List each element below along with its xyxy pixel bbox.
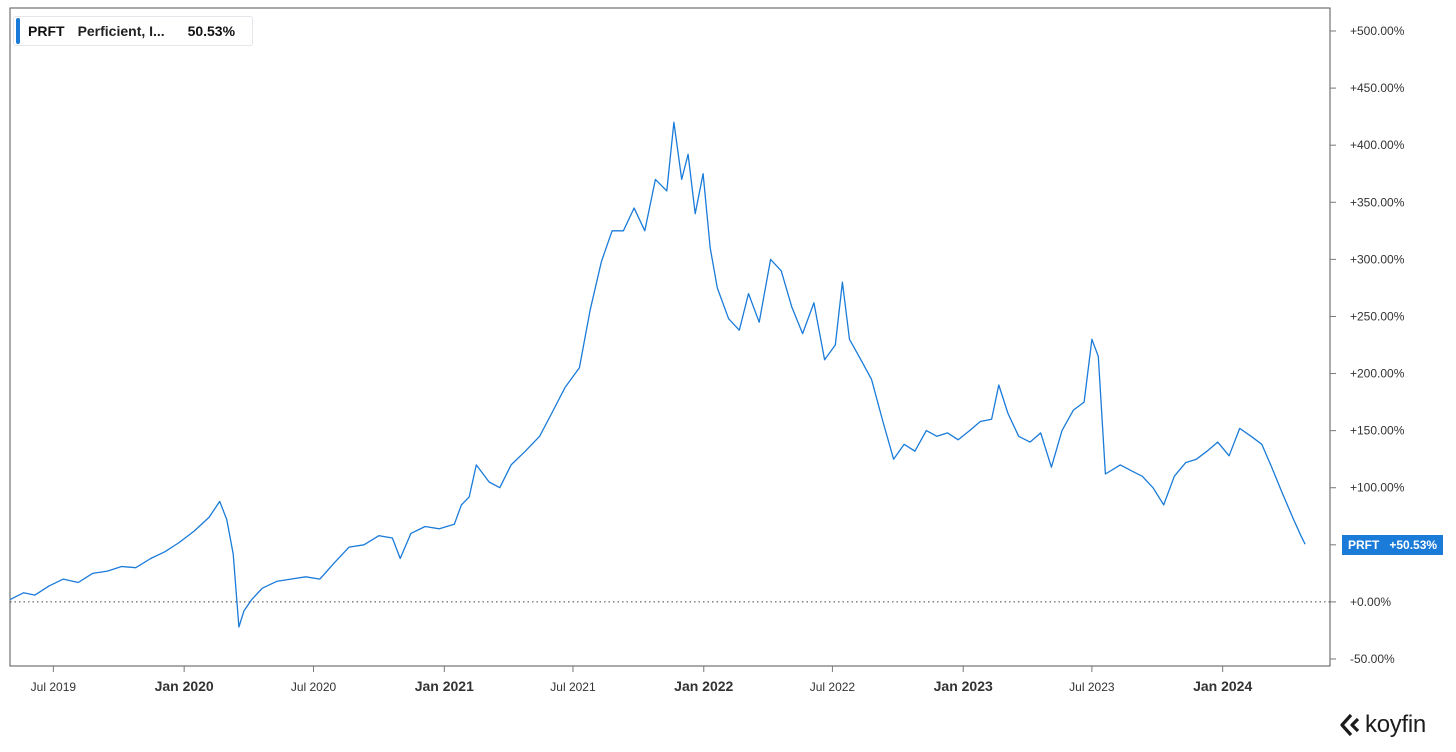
x-tick-label-1: Jan 2020 <box>155 678 214 694</box>
koyfin-chevron-logo-icon <box>1340 713 1360 737</box>
y-tick-label-7: +150.00% <box>1350 424 1405 438</box>
y-tick-label-1: +450.00% <box>1350 81 1405 95</box>
last-value-number: +50.53% <box>1389 538 1438 552</box>
last-value-ticker: PRFT <box>1348 538 1380 552</box>
legend-value: 50.53% <box>187 23 236 39</box>
x-tick-label-4: Jul 2021 <box>550 680 596 694</box>
x-tick-label-5: Jan 2022 <box>674 678 733 694</box>
x-tick-label-9: Jan 2024 <box>1193 678 1252 694</box>
series-line-prft[interactable] <box>9 121 1306 628</box>
y-tick-label-0: +500.00% <box>1350 24 1405 38</box>
legend-swatch <box>16 18 20 44</box>
last-value-tag: PRFT +50.53% <box>1342 535 1444 555</box>
brand-name: koyfin <box>1365 711 1426 738</box>
y-tick-label-2: +400.00% <box>1350 138 1405 152</box>
y-tick-label-5: +250.00% <box>1350 309 1405 323</box>
legend-company-name: Perficient, I... <box>77 23 165 39</box>
brand-logo[interactable]: koyfin <box>1340 711 1426 739</box>
y-tick-label-4: +300.00% <box>1350 252 1405 266</box>
y-tick-label-11: -50.00% <box>1350 652 1395 666</box>
y-tick-label-6: +200.00% <box>1350 367 1405 381</box>
x-tick-label-7: Jan 2023 <box>934 678 993 694</box>
legend-box[interactable]: PRFT Perficient, I... 50.53% <box>13 16 253 46</box>
legend-ticker: PRFT <box>28 23 65 39</box>
x-tick-label-0: Jul 2019 <box>31 680 77 694</box>
y-tick-label-8: +100.00% <box>1350 481 1405 495</box>
y-tick-label-10: +0.00% <box>1350 595 1391 609</box>
x-tick-label-2: Jul 2020 <box>291 680 337 694</box>
y-tick-label-3: +350.00% <box>1350 195 1405 209</box>
plot-frame <box>9 7 1331 667</box>
x-tick-label-8: Jul 2023 <box>1069 680 1115 694</box>
x-tick-label-3: Jan 2021 <box>415 678 474 694</box>
x-tick-label-6: Jul 2022 <box>810 680 856 694</box>
